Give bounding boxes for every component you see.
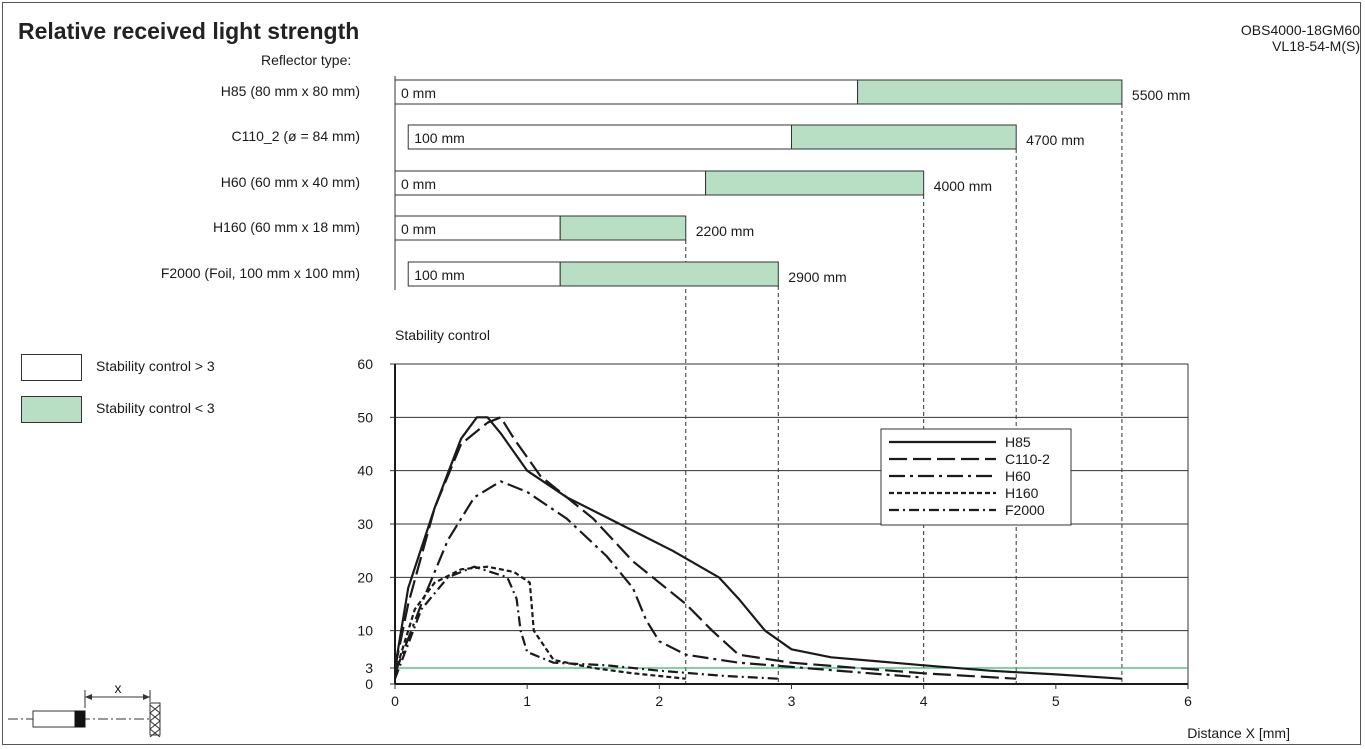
x-tick-label: 2 [655,693,663,709]
dimension-arrow [85,694,92,700]
range-end-label: 5500 mm [1132,87,1190,103]
model-number: OBS4000-18GM60 [1240,22,1360,38]
range-end-label: 4000 mm [934,178,992,194]
y-tick-label: 50 [357,409,373,425]
range-start-label: 100 mm [414,267,465,283]
range-end-label: 2900 mm [788,269,846,285]
range-start-label: 0 mm [401,221,436,237]
y-tick-label: 0 [365,676,373,692]
series-line-h160 [393,565,686,680]
reflector-hatch [149,704,161,714]
range-end-label: 2200 mm [696,223,754,239]
range-start-label: 100 mm [414,130,465,146]
reflector-label: C110_2 (ø = 84 mm) [231,128,360,144]
legend-label-stable: Stability control < 3 [96,400,215,416]
y-tick-label: 20 [357,569,373,585]
x-tick-label: 0 [391,693,399,709]
range-bar-stable [857,79,1123,105]
range-bar-unstable [407,261,561,287]
legend-label-h160: H160 [1005,485,1039,501]
model-variant: VL18-54-M(S) [1272,38,1360,54]
reflector-hatch [149,720,161,730]
x-tick-label: 3 [788,693,796,709]
reflector-label: H60 (60 mm x 40 mm) [221,174,360,190]
range-bar-stable [559,261,779,287]
legend-swatch-unstable [21,354,82,381]
x-axis-label: Distance X [mm] [1187,725,1290,741]
range-bar-stable [705,170,925,196]
reflector-hatch [149,712,161,722]
range-bar-unstable [394,170,707,196]
reflector-type-label: Reflector type: [261,52,352,68]
x-tick-label: 1 [523,693,531,709]
x-tick-label: 6 [1184,693,1192,709]
y-tick-label: 60 [357,356,373,372]
y-axis-label: Stability control [395,327,490,343]
series-line-c110-2 [393,416,1017,680]
range-bar-unstable [394,79,859,105]
dimension-arrow [143,694,150,700]
range-bar-stable [559,215,687,241]
y-tick-label: 10 [357,623,373,639]
sensor-body [32,710,76,728]
reflector-symbol [149,702,161,736]
legend-label-c110-2: C110-2 [1005,451,1050,467]
legend-label-h60: H60 [1005,468,1031,484]
legend-label-f2000: F2000 [1005,502,1045,518]
range-start-label: 0 mm [401,176,436,192]
x-tick-label: 5 [1052,693,1060,709]
y-tick-label: 40 [357,463,373,479]
legend-swatch-stable [21,396,82,423]
series-line-h60 [393,480,924,679]
range-start-label: 0 mm [401,85,436,101]
series-line-f2000 [393,565,779,680]
sensor-lens [74,710,86,728]
reflector-label: F2000 (Foil, 100 mm x 100 mm) [161,265,360,281]
y-tick-label: 30 [357,516,373,532]
y-tick-label: 3 [365,660,373,676]
range-bar-stable [791,124,1017,150]
reflector-label: H160 (60 mm x 18 mm) [213,219,360,235]
range-end-label: 4700 mm [1026,132,1084,148]
distance-x-label: x [115,680,122,696]
range-bar-unstable [394,215,561,241]
chart-title: Relative received light strength [18,18,360,44]
x-tick-label: 4 [920,693,928,709]
range-bar-unstable [407,124,792,150]
reflector-label: H85 (80 mm x 80 mm) [221,83,360,99]
legend-label-h85: H85 [1005,434,1031,450]
legend-label-unstable: Stability control > 3 [96,358,215,374]
series-line-h85 [393,416,1122,680]
reflector-hatch [149,728,161,738]
